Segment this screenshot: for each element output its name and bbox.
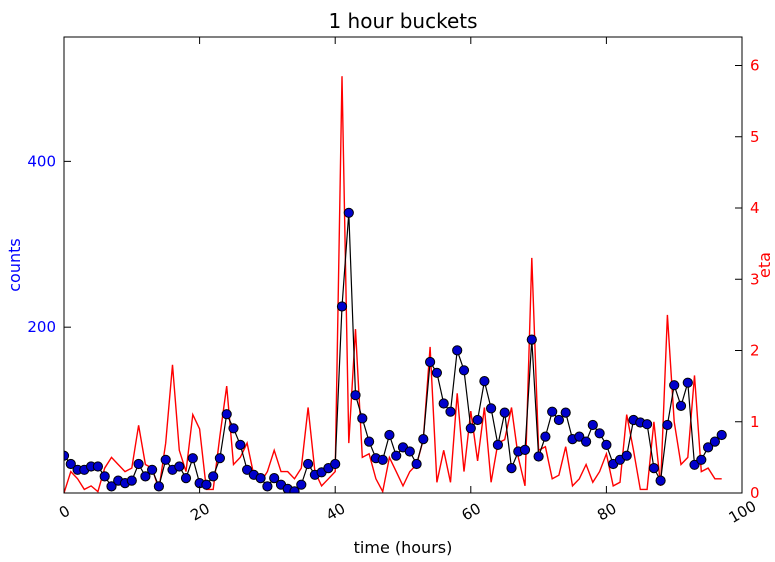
- counts-point: [547, 406, 558, 417]
- y-right-tick-label: 4: [750, 199, 760, 217]
- counts-point: [269, 473, 280, 484]
- counts-point: [438, 398, 449, 409]
- counts-point: [526, 334, 537, 345]
- counts-point: [330, 458, 341, 470]
- counts-point: [601, 439, 612, 450]
- counts-point: [425, 356, 436, 368]
- chart-title: 1 hour buckets: [328, 9, 477, 33]
- counts-point: [221, 409, 232, 420]
- counts-point: [581, 436, 592, 447]
- counts-point: [560, 407, 571, 418]
- counts-point: [431, 367, 442, 378]
- plot-frame: [63, 36, 743, 494]
- counts-point: [235, 439, 246, 450]
- counts-point: [242, 464, 253, 475]
- counts-point: [147, 464, 158, 475]
- counts-point: [262, 481, 273, 492]
- counts-point: [648, 463, 660, 474]
- counts-point: [465, 423, 476, 434]
- counts-point: [140, 471, 151, 482]
- counts-point: [655, 475, 666, 486]
- counts-point: [445, 406, 456, 417]
- counts-point: [187, 453, 198, 464]
- counts-point: [669, 380, 680, 391]
- counts-point: [208, 471, 219, 482]
- counts-point: [296, 479, 307, 490]
- counts-point: [160, 454, 171, 465]
- counts-point: [703, 442, 714, 453]
- y-right-tick-label: 5: [750, 128, 760, 146]
- counts-point: [214, 453, 225, 464]
- y-right-tick-label: 2: [750, 342, 760, 360]
- counts-point: [675, 400, 687, 411]
- counts-point: [133, 458, 144, 470]
- counts-point: [336, 301, 348, 312]
- counts-point: [357, 413, 368, 424]
- counts-point: [364, 436, 375, 447]
- counts-point: [65, 458, 76, 470]
- counts-point: [201, 479, 212, 490]
- counts-point: [343, 207, 354, 218]
- counts-point: [228, 423, 239, 434]
- counts-point: [682, 377, 693, 388]
- y-left-tick-label: 200: [27, 318, 56, 336]
- counts-point: [153, 481, 164, 492]
- counts-point: [709, 436, 721, 447]
- counts-point: [594, 428, 605, 439]
- counts-point: [99, 471, 110, 482]
- y-left-tick-label: 400: [27, 152, 56, 170]
- counts-point: [289, 486, 300, 493]
- counts-point: [479, 376, 490, 387]
- counts-point: [642, 419, 653, 430]
- counts-point: [519, 444, 531, 455]
- counts-point: [126, 475, 137, 486]
- counts-point: [452, 345, 463, 356]
- counts-point: [174, 461, 185, 472]
- eta-series-line: [64, 76, 722, 493]
- y-left-axis-label: counts: [5, 238, 24, 291]
- counts-point: [621, 450, 632, 461]
- y-right-tick-label: 6: [750, 57, 760, 75]
- plot-series: [64, 76, 727, 493]
- counts-point: [486, 403, 497, 414]
- counts-point: [384, 429, 395, 441]
- counts-point: [492, 439, 503, 450]
- counts-point: [377, 454, 388, 465]
- counts-point: [411, 458, 422, 470]
- x-axis-label: time (hours): [354, 538, 453, 557]
- counts-point: [574, 431, 585, 442]
- counts-point: [391, 450, 402, 461]
- counts-point: [458, 365, 470, 376]
- counts-point: [106, 481, 117, 492]
- counts-point: [689, 459, 700, 470]
- counts-point: [716, 429, 727, 441]
- counts-point: [696, 454, 707, 465]
- counts-point: [303, 458, 314, 470]
- counts-point: [350, 390, 361, 401]
- counts-point: [506, 463, 517, 474]
- counts-point: [472, 414, 483, 426]
- y-right-tick-label: 1: [750, 413, 760, 431]
- counts-point: [587, 419, 598, 431]
- counts-point: [553, 414, 565, 426]
- counts-point: [404, 446, 415, 457]
- counts-point: [540, 431, 551, 442]
- counts-point: [92, 461, 104, 472]
- y-right-axis-label: eta: [755, 252, 774, 278]
- counts-point: [255, 473, 266, 484]
- y-right-tick-label: 0: [750, 484, 760, 502]
- counts-point: [180, 473, 192, 484]
- counts-point: [418, 434, 429, 445]
- y-right-tick-label: 3: [750, 270, 760, 288]
- counts-point: [533, 451, 544, 462]
- counts-point: [662, 419, 673, 431]
- counts-point: [499, 407, 510, 418]
